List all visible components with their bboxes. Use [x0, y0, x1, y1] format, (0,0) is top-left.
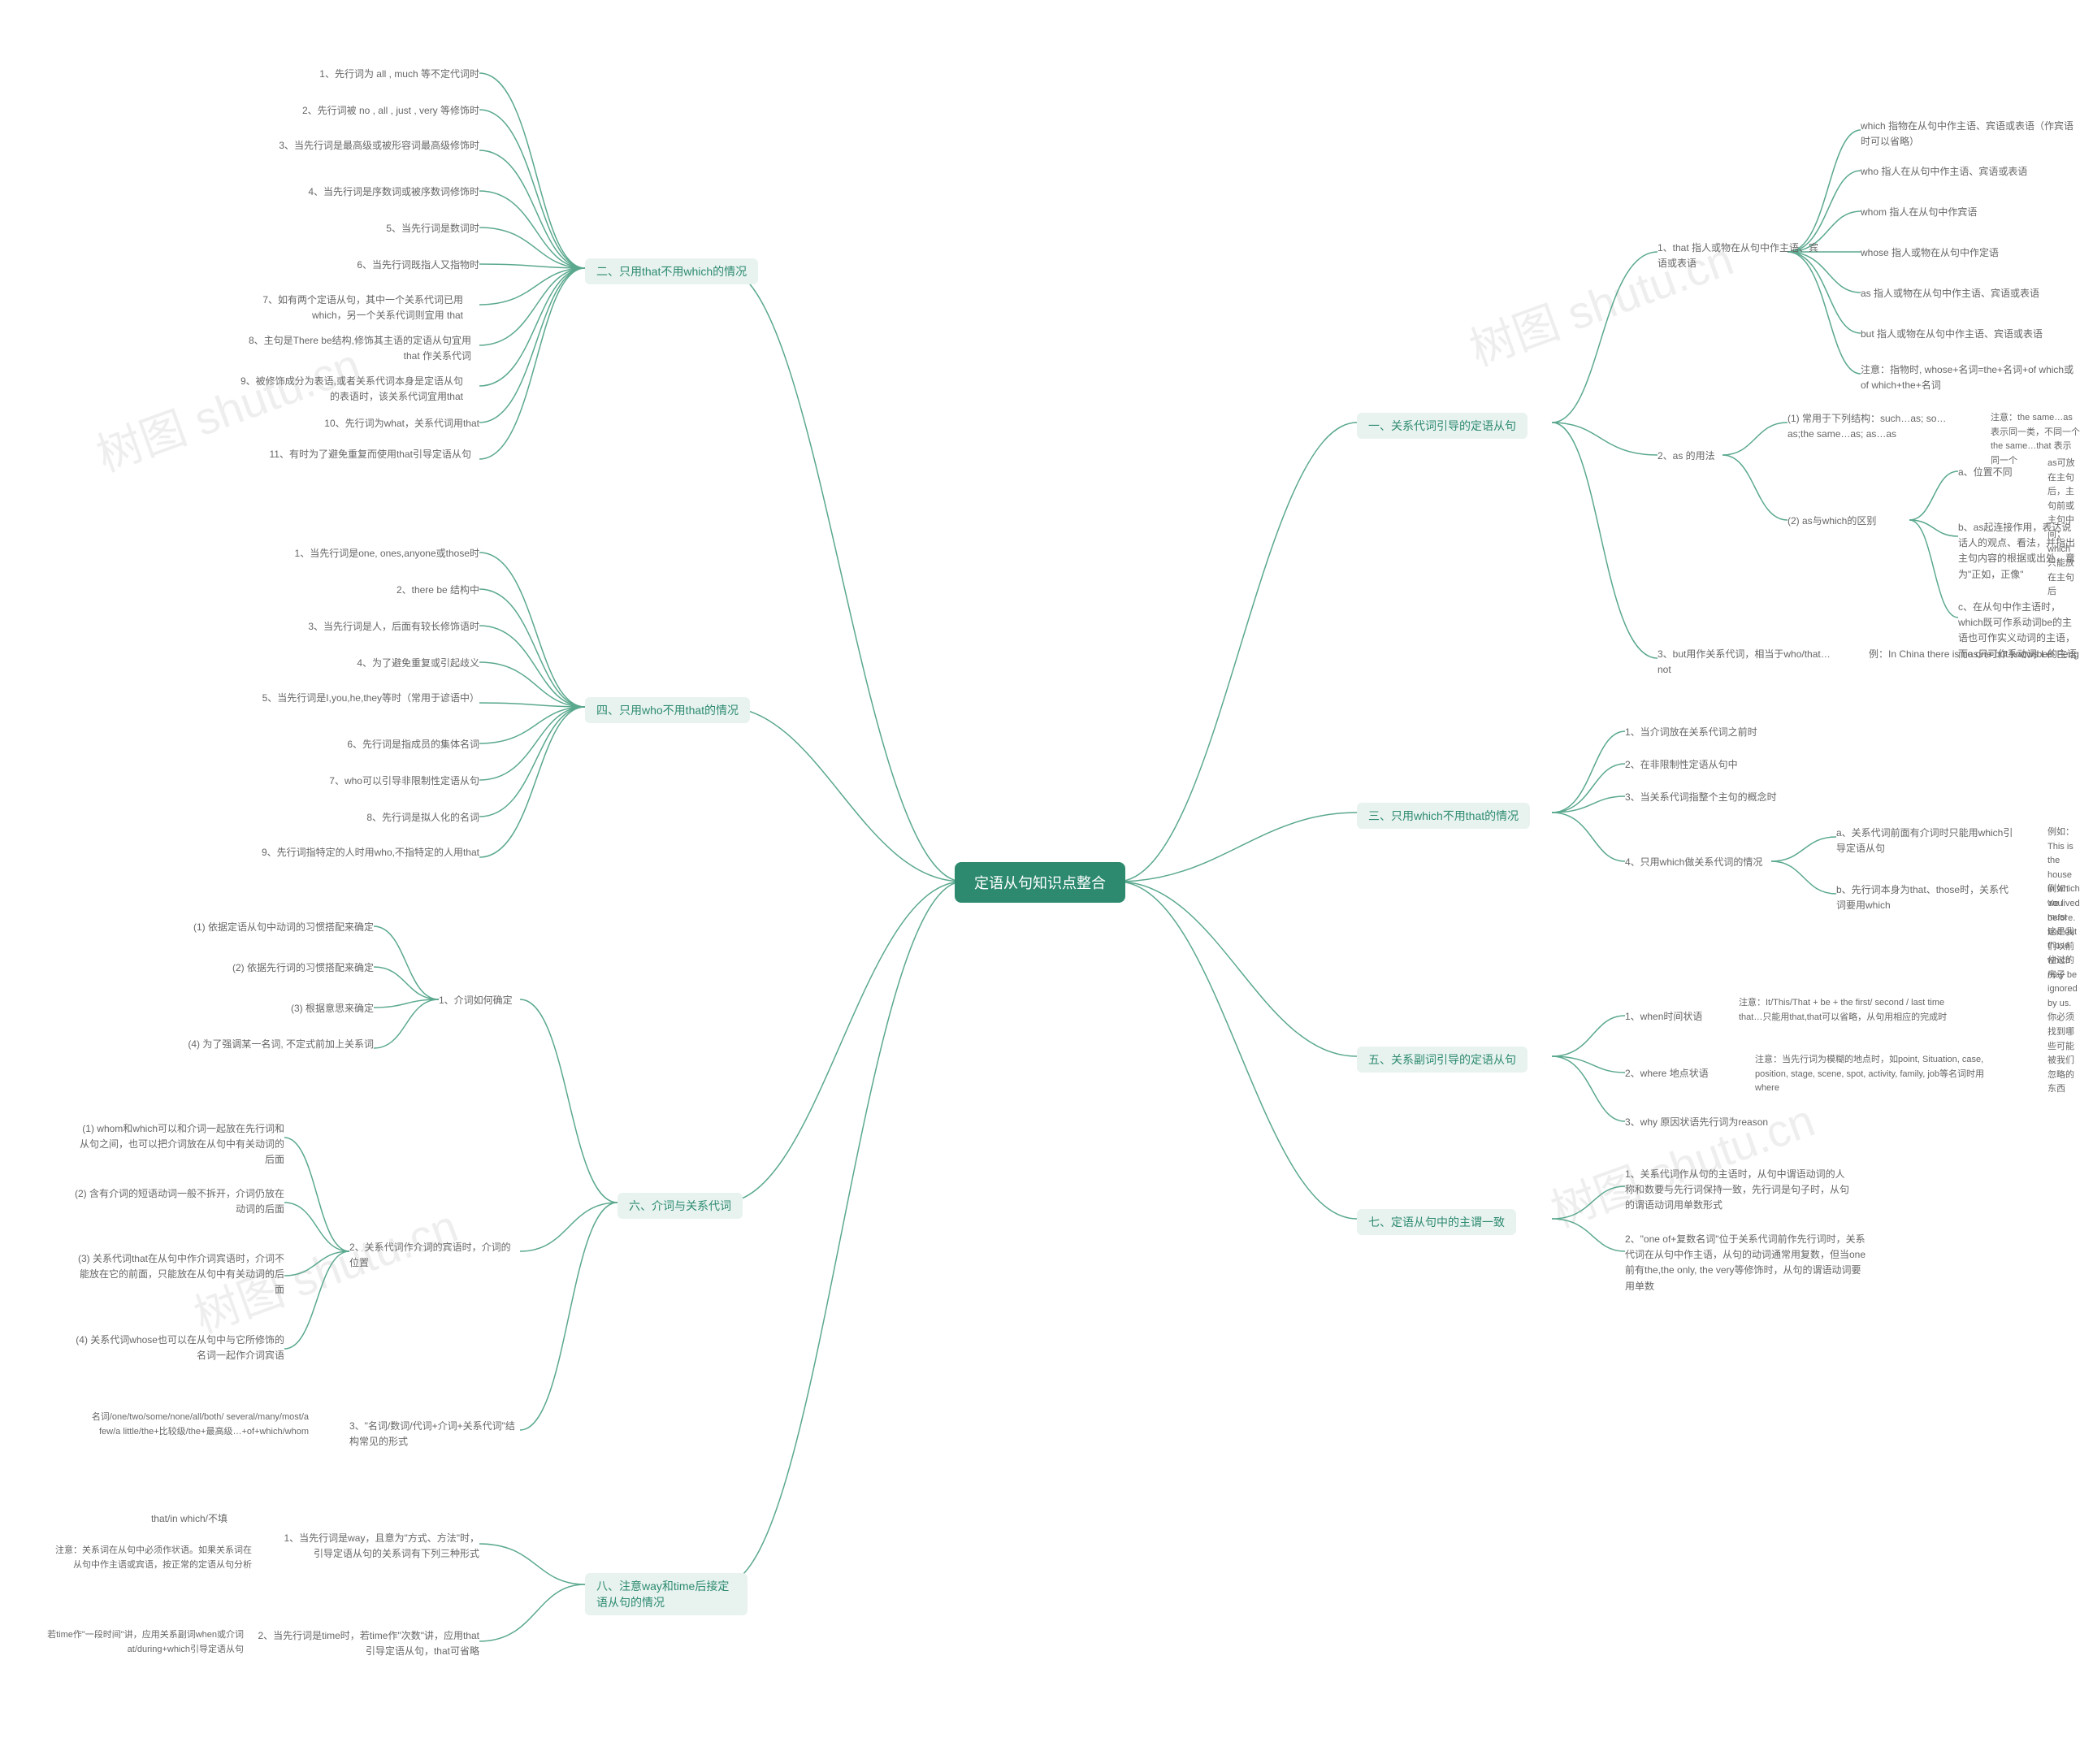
b3-i0: 1、当介词放在关系代词之前时	[1625, 725, 1757, 740]
b6-s1-i0: (1) 依据定语从句中动词的习惯搭配来确定	[187, 920, 374, 935]
b2-i4: 5、当先行词是数词时	[358, 221, 479, 236]
b8-i1: 1、当先行词是way，且意为"方式、方法"时，引导定语从句的关系词有下列三种形式	[276, 1531, 479, 1562]
b8-i2-note: 若time作"一段时间"讲，应用关系副词when或介词at/during+whi…	[41, 1628, 244, 1657]
b6-s3-note: 名词/one/two/some/none/all/both/ several/m…	[81, 1411, 309, 1439]
branch-2: 二、只用that不用which的情况	[585, 258, 758, 284]
b6-s2-i2: (3) 关系代词that在从句中作介词宾语时，介词不能放在它的前面，只能放在从句…	[73, 1251, 284, 1298]
b2-i5: 6、当先行词既指人又指物时	[325, 258, 479, 273]
b1-c1-i2: whom 指人在从句中作宾语	[1861, 205, 1977, 220]
b4-i1: 2、there be 结构中	[374, 583, 479, 598]
b4-i3: 4、为了避免重复或引起歧义	[333, 656, 479, 671]
b5-i1: 1、when时间状语	[1625, 1009, 1702, 1025]
b2-i9: 10、先行词为what，关系代词用that	[309, 416, 479, 431]
b3-sub-b-ex: 例如：You must find out those which may be …	[2048, 882, 2080, 1097]
b6-s2: 2、关系代词作介词的宾语时，介词的位置	[349, 1240, 520, 1271]
b3-i2: 3、当关系代词指整个主句的概念时	[1625, 790, 1777, 805]
b3-sub: 4、只用which做关系代词的情况	[1625, 855, 1762, 870]
b4-i4: 5、当先行词是I,you,he,they等时（常用于谚语中）	[252, 691, 479, 706]
branch-4: 四、只用who不用that的情况	[585, 697, 750, 723]
b5-i2-note: 注意：当先行词为模糊的地点时，如point, Situation, case, …	[1755, 1053, 1999, 1096]
b8-i1-s0: that/in which/不填	[98, 1511, 228, 1527]
b4-i7: 8、先行词是拟人化的名词	[341, 810, 479, 826]
branch-7: 七、定语从句中的主谓一致	[1357, 1209, 1516, 1235]
b3-i1: 2、在非限制性定语从句中	[1625, 757, 1738, 773]
branch-3: 三、只用which不用that的情况	[1357, 803, 1530, 829]
b2-i0: 1、先行词为 all , much 等不定代词时	[309, 67, 479, 82]
b2-i10: 11、有时为了避免重复而使用that引导定语从句	[244, 447, 471, 462]
b6-s1: 1、介词如何确定	[439, 993, 513, 1008]
b1-c2-s2-a: a、位置不同	[1958, 465, 2013, 480]
b4-i5: 6、先行词是指成员的集体名词	[317, 737, 479, 752]
b1-c2: 2、as 的用法	[1658, 449, 1715, 464]
b1-c1-i1: who 指人在从句中作主语、宾语或表语	[1861, 164, 2027, 180]
b6-s1-i2: (3) 根据意思来确定	[260, 1001, 374, 1016]
branch-1: 一、关系代词引导的定语从句	[1357, 413, 1528, 439]
branch-6: 六、介词与关系代词	[618, 1193, 743, 1219]
b2-i6: 7、如有两个定语从句，其中一个关系代词已用which，另一个关系代词则宜用 th…	[236, 293, 463, 323]
b4-i0: 1、当先行词是one, ones,anyone或those时	[268, 546, 479, 561]
branch-5: 五、关系副词引导的定语从句	[1357, 1047, 1528, 1073]
b6-s2-i3: (4) 关系代词whose也可以在从句中与它所修饰的名词一起作介词宾语	[73, 1333, 284, 1363]
b1-c2-s1: (1) 常用于下列结构：such…as; so…as;the same…as; …	[1788, 411, 1966, 442]
b1-c2-s2: (2) as与which的区别	[1788, 514, 1876, 529]
b1-c3-ex: 例：In China there is no one but knows Lei…	[1869, 647, 2079, 662]
b1-c1-i6: 注意：指物时, whose+名词=the+名词+of which或 of whi…	[1861, 362, 2080, 393]
b2-i2: 3、当先行词是最高级或被形容词最高级修饰时	[260, 138, 479, 154]
b5-i2: 2、where 地点状语	[1625, 1066, 1709, 1081]
b2-i1: 2、先行词被 no , all , just , very 等修饰时	[292, 103, 479, 119]
b1-c1-i0: which 指物在从句中作主语、宾语或表语（作宾语时可以省略）	[1861, 119, 2080, 150]
b8-i1-s1: 注意：关系词在从句中必须作状语。如果关系词在从句中作主语或宾语，按正常的定语从句…	[49, 1544, 252, 1572]
b6-s3: 3、"名词/数词/代词+介词+关系代词"结构常见的形式	[349, 1419, 520, 1450]
b4-i2: 3、当先行词是人，后面有较长修饰语时	[301, 619, 479, 635]
b4-i6: 7、who可以引导非限制性定语从句	[301, 774, 479, 789]
b3-sub-b: b、先行词本身为that、those时，关系代词要用which	[1836, 882, 2015, 913]
branch-8: 八、注意way和time后接定语从句的情况	[585, 1573, 748, 1615]
b7-i0: 1、关系代词作从句的主语时，从句中谓语动词的人称和数要与先行词保持一致，先行词是…	[1625, 1167, 1852, 1214]
b3-sub-a: a、关系代词前面有介词时只能用which引导定语从句	[1836, 826, 2015, 856]
b4-i8: 9、先行词指特定的人时用who,不指特定的人用that	[252, 845, 479, 860]
b1-c1-i3: whose 指人或物在从句中作定语	[1861, 245, 1999, 261]
b2-i3: 4、当先行词是序数词或被序数词修饰时	[284, 184, 479, 200]
b5-i3: 3、why 原因状语先行词为reason	[1625, 1115, 1768, 1130]
center-node: 定语从句知识点整合	[955, 862, 1125, 903]
b1-c1-i5: but 指人或物在从句中作主语、宾语或表语	[1861, 327, 2043, 342]
b2-i8: 9、被修饰成分为表语,或者关系代词本身是定语从句的表语时，该关系代词宜用that	[236, 374, 463, 405]
b6-s1-i1: (2) 依据先行词的习惯搭配来确定	[211, 960, 374, 976]
b8-i2: 2、当先行词是time时，若time作"次数"讲，应用that引导定语从句，th…	[252, 1628, 479, 1659]
b1-c3: 3、but用作关系代词，相当于who/that…not	[1658, 647, 1836, 678]
b7-i1: 2、"one of+复数名词"位于关系代词前作先行词时，关系代词在从句中作主语，…	[1625, 1232, 1869, 1294]
b1-c1: 1、that 指人或物在从句中作主语、宾语或表语	[1658, 241, 1820, 271]
b2-i7: 8、主句是There be结构,修饰其主语的定语从句宜用 that 作关系代词	[244, 333, 471, 364]
b6-s2-i0: (1) whom和which可以和介词一起放在先行词和从句之间，也可以把介词放在…	[73, 1121, 284, 1168]
b1-c2-s2-b: b、as起连接作用，表达说话人的观点、看法，并指出主句内容的根据或出处，意为"正…	[1958, 520, 2080, 583]
b6-s1-i3: (4) 为了强调某一名词, 不定式前加上关系词	[162, 1037, 374, 1052]
b1-c1-i4: as 指人或物在从句中作主语、宾语或表语	[1861, 286, 2039, 301]
b6-s2-i1: (2) 含有介词的短语动词一般不拆开，介词仍放在动词的后面	[73, 1186, 284, 1217]
b5-i1-note: 注意：It/This/That + be + the first/ second…	[1739, 996, 1966, 1025]
watermark: 树图 shutu.cn	[1540, 1084, 1822, 1240]
